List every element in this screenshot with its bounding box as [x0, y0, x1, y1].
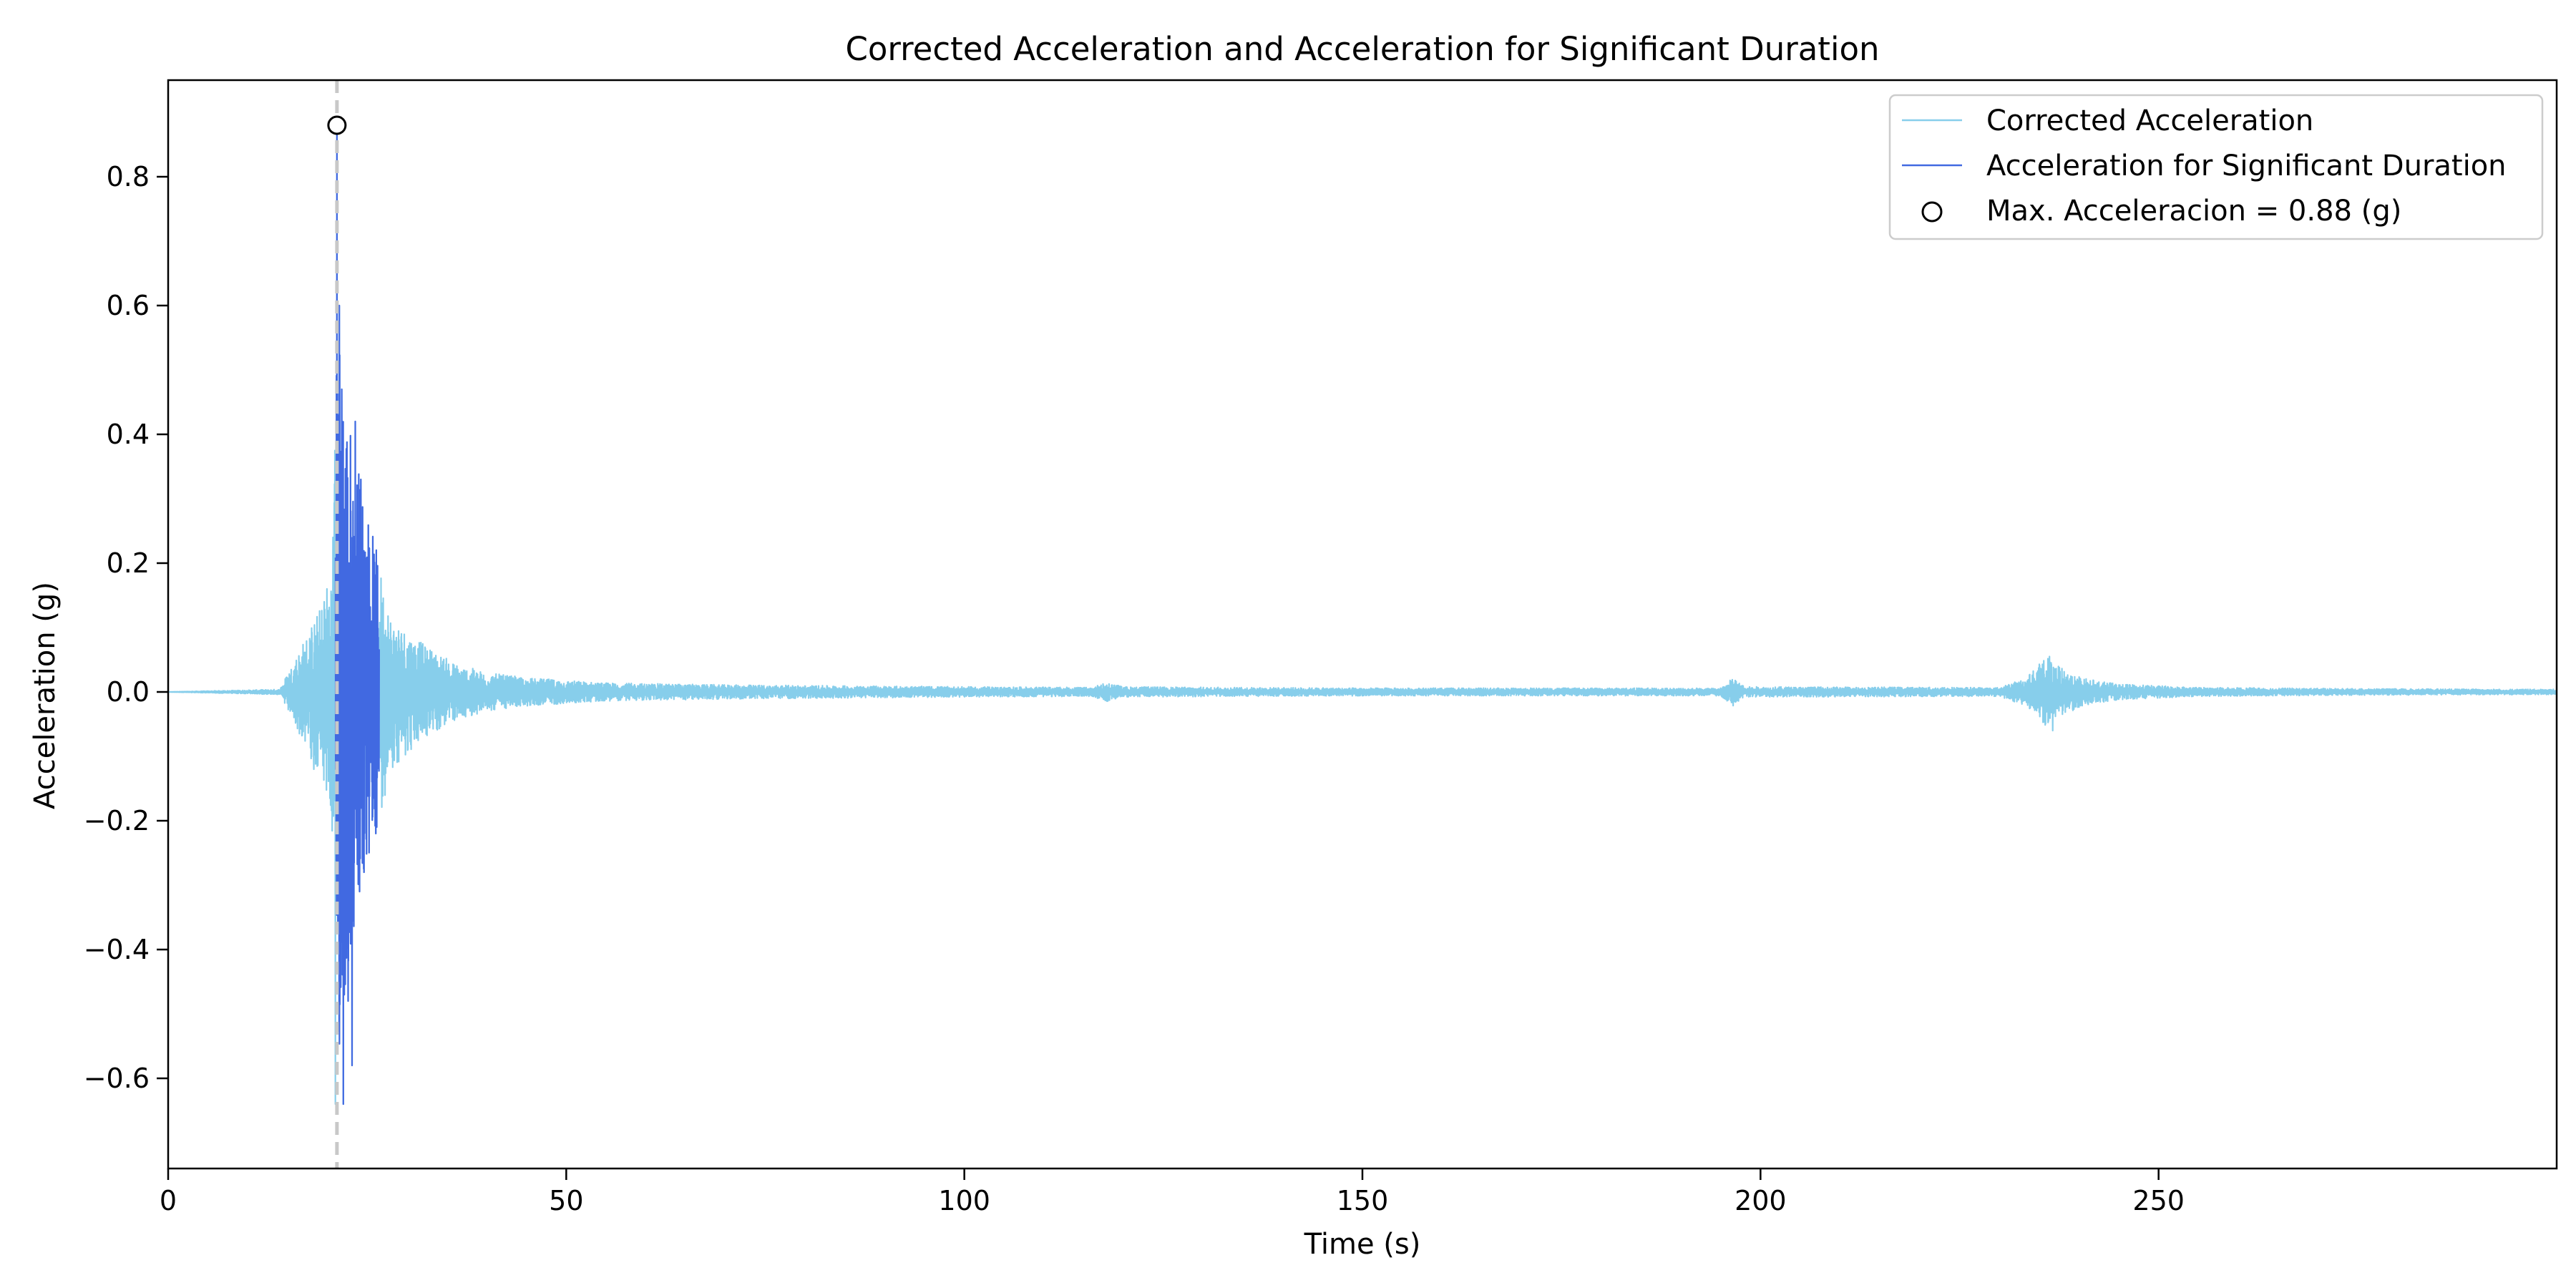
y-tick-label: 0.2: [107, 547, 150, 579]
series-significant-duration: [334, 124, 380, 1106]
x-tick-label: 0: [160, 1185, 177, 1216]
y-axis: −0.6 −0.4 −0.2 0.0 0.2 0.4 0.6 0.8: [84, 161, 168, 1094]
x-tick-label: 200: [1735, 1185, 1787, 1216]
x-tick-label: 150: [1337, 1185, 1389, 1216]
max-acceleration-marker: [327, 115, 347, 135]
y-tick-label: 0.8: [107, 161, 150, 192]
series-corrected-acceleration: [168, 124, 2557, 1106]
x-tick-label: 250: [2132, 1185, 2185, 1216]
legend-label-corrected: Corrected Acceleration: [1986, 104, 2313, 137]
chart-title: Corrected Acceleration and Acceleration …: [845, 30, 1879, 68]
x-axis-label: Time (s): [1304, 1228, 1421, 1261]
y-tick-label: −0.2: [84, 805, 150, 836]
y-tick-label: 0.0: [107, 676, 150, 708]
signal-layer: [168, 80, 2557, 1169]
y-axis-label: Acceleration (g): [29, 582, 62, 809]
y-tick-label: 0.6: [107, 290, 150, 321]
y-tick-label: −0.4: [84, 934, 150, 965]
x-tick-label: 50: [549, 1185, 583, 1216]
legend: Corrected Acceleration Acceleration for …: [1888, 94, 2544, 240]
legend-label-significant: Acceleration for Significant Duration: [1986, 150, 2507, 182]
legend-box: [1888, 94, 2544, 240]
legend-marker-max: [1921, 201, 1943, 223]
plot-area: [168, 80, 2557, 1169]
y-tick-label: 0.4: [107, 419, 150, 450]
legend-label-max: Max. Acceleracion = 0.88 (g): [1986, 195, 2401, 228]
x-tick-label: 100: [938, 1185, 990, 1216]
y-tick-label: −0.6: [84, 1063, 150, 1094]
x-axis: 0 50 100 150 200 250: [160, 1169, 2185, 1216]
